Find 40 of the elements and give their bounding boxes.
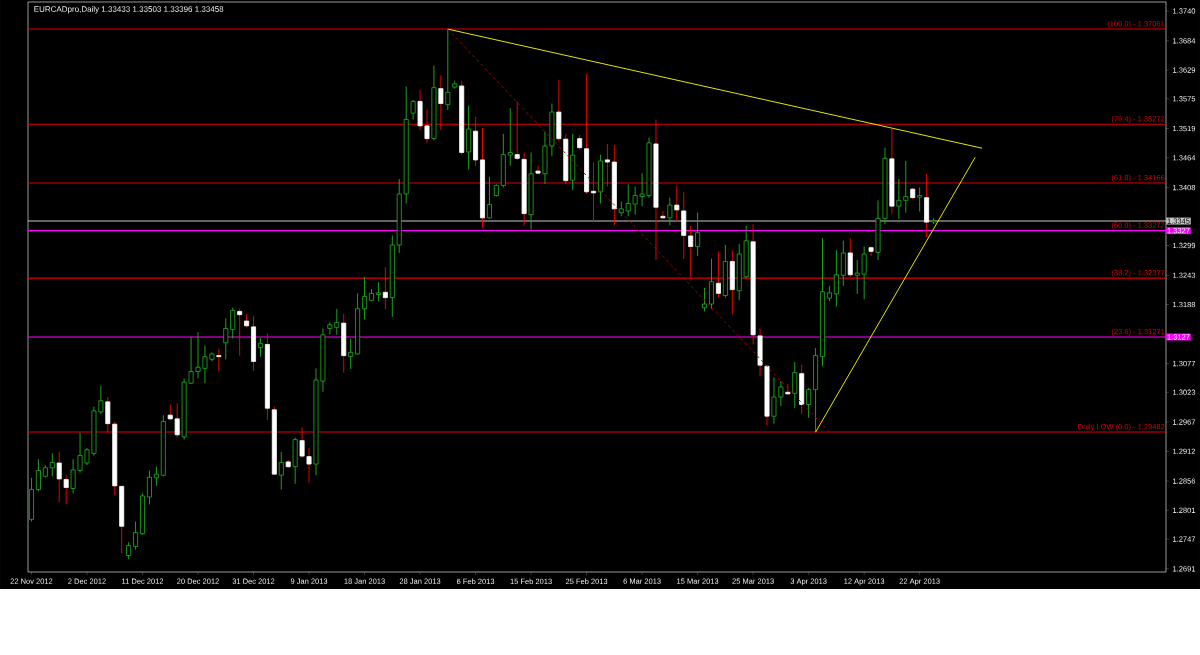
candlestick (917, 187, 923, 212)
candlestick (840, 240, 846, 287)
candlestick (660, 210, 666, 219)
candlestick (445, 28, 451, 111)
candlestick (105, 396, 111, 434)
candlestick (709, 258, 714, 310)
candlestick (715, 250, 721, 299)
candlestick (688, 225, 694, 278)
candlestick (375, 281, 381, 302)
candlestick (49, 452, 55, 477)
candlestick (237, 308, 243, 357)
candlestick (847, 237, 853, 278)
candlestick (382, 266, 388, 310)
candlestick (35, 458, 41, 492)
candlestick (702, 287, 708, 312)
candlestick (223, 317, 229, 360)
candlestick (604, 143, 610, 187)
candlestick (833, 249, 839, 308)
candlestick (507, 107, 513, 167)
candlestick (230, 307, 236, 340)
chart-title: EURCADpro,Daily 1.33433 1.33503 1.33396 1.33458 (34, 6, 224, 14)
candlestick (362, 276, 368, 320)
candlestick (667, 197, 673, 226)
candlestick (146, 469, 152, 505)
candlestick (216, 348, 222, 372)
candlestick (806, 387, 812, 419)
candlestick (695, 212, 701, 257)
candlestick (535, 165, 541, 175)
candlestick (438, 74, 444, 131)
candlestick (466, 105, 472, 170)
candlestick (278, 451, 284, 491)
candlestick (153, 466, 159, 487)
candlestick (257, 337, 263, 358)
candlestick (133, 521, 139, 551)
candlestick (348, 338, 354, 370)
candlestick (591, 162, 597, 223)
candlestick (792, 361, 798, 409)
candlestick (514, 100, 520, 161)
candlestick (410, 99, 416, 120)
candlestick (486, 176, 492, 219)
